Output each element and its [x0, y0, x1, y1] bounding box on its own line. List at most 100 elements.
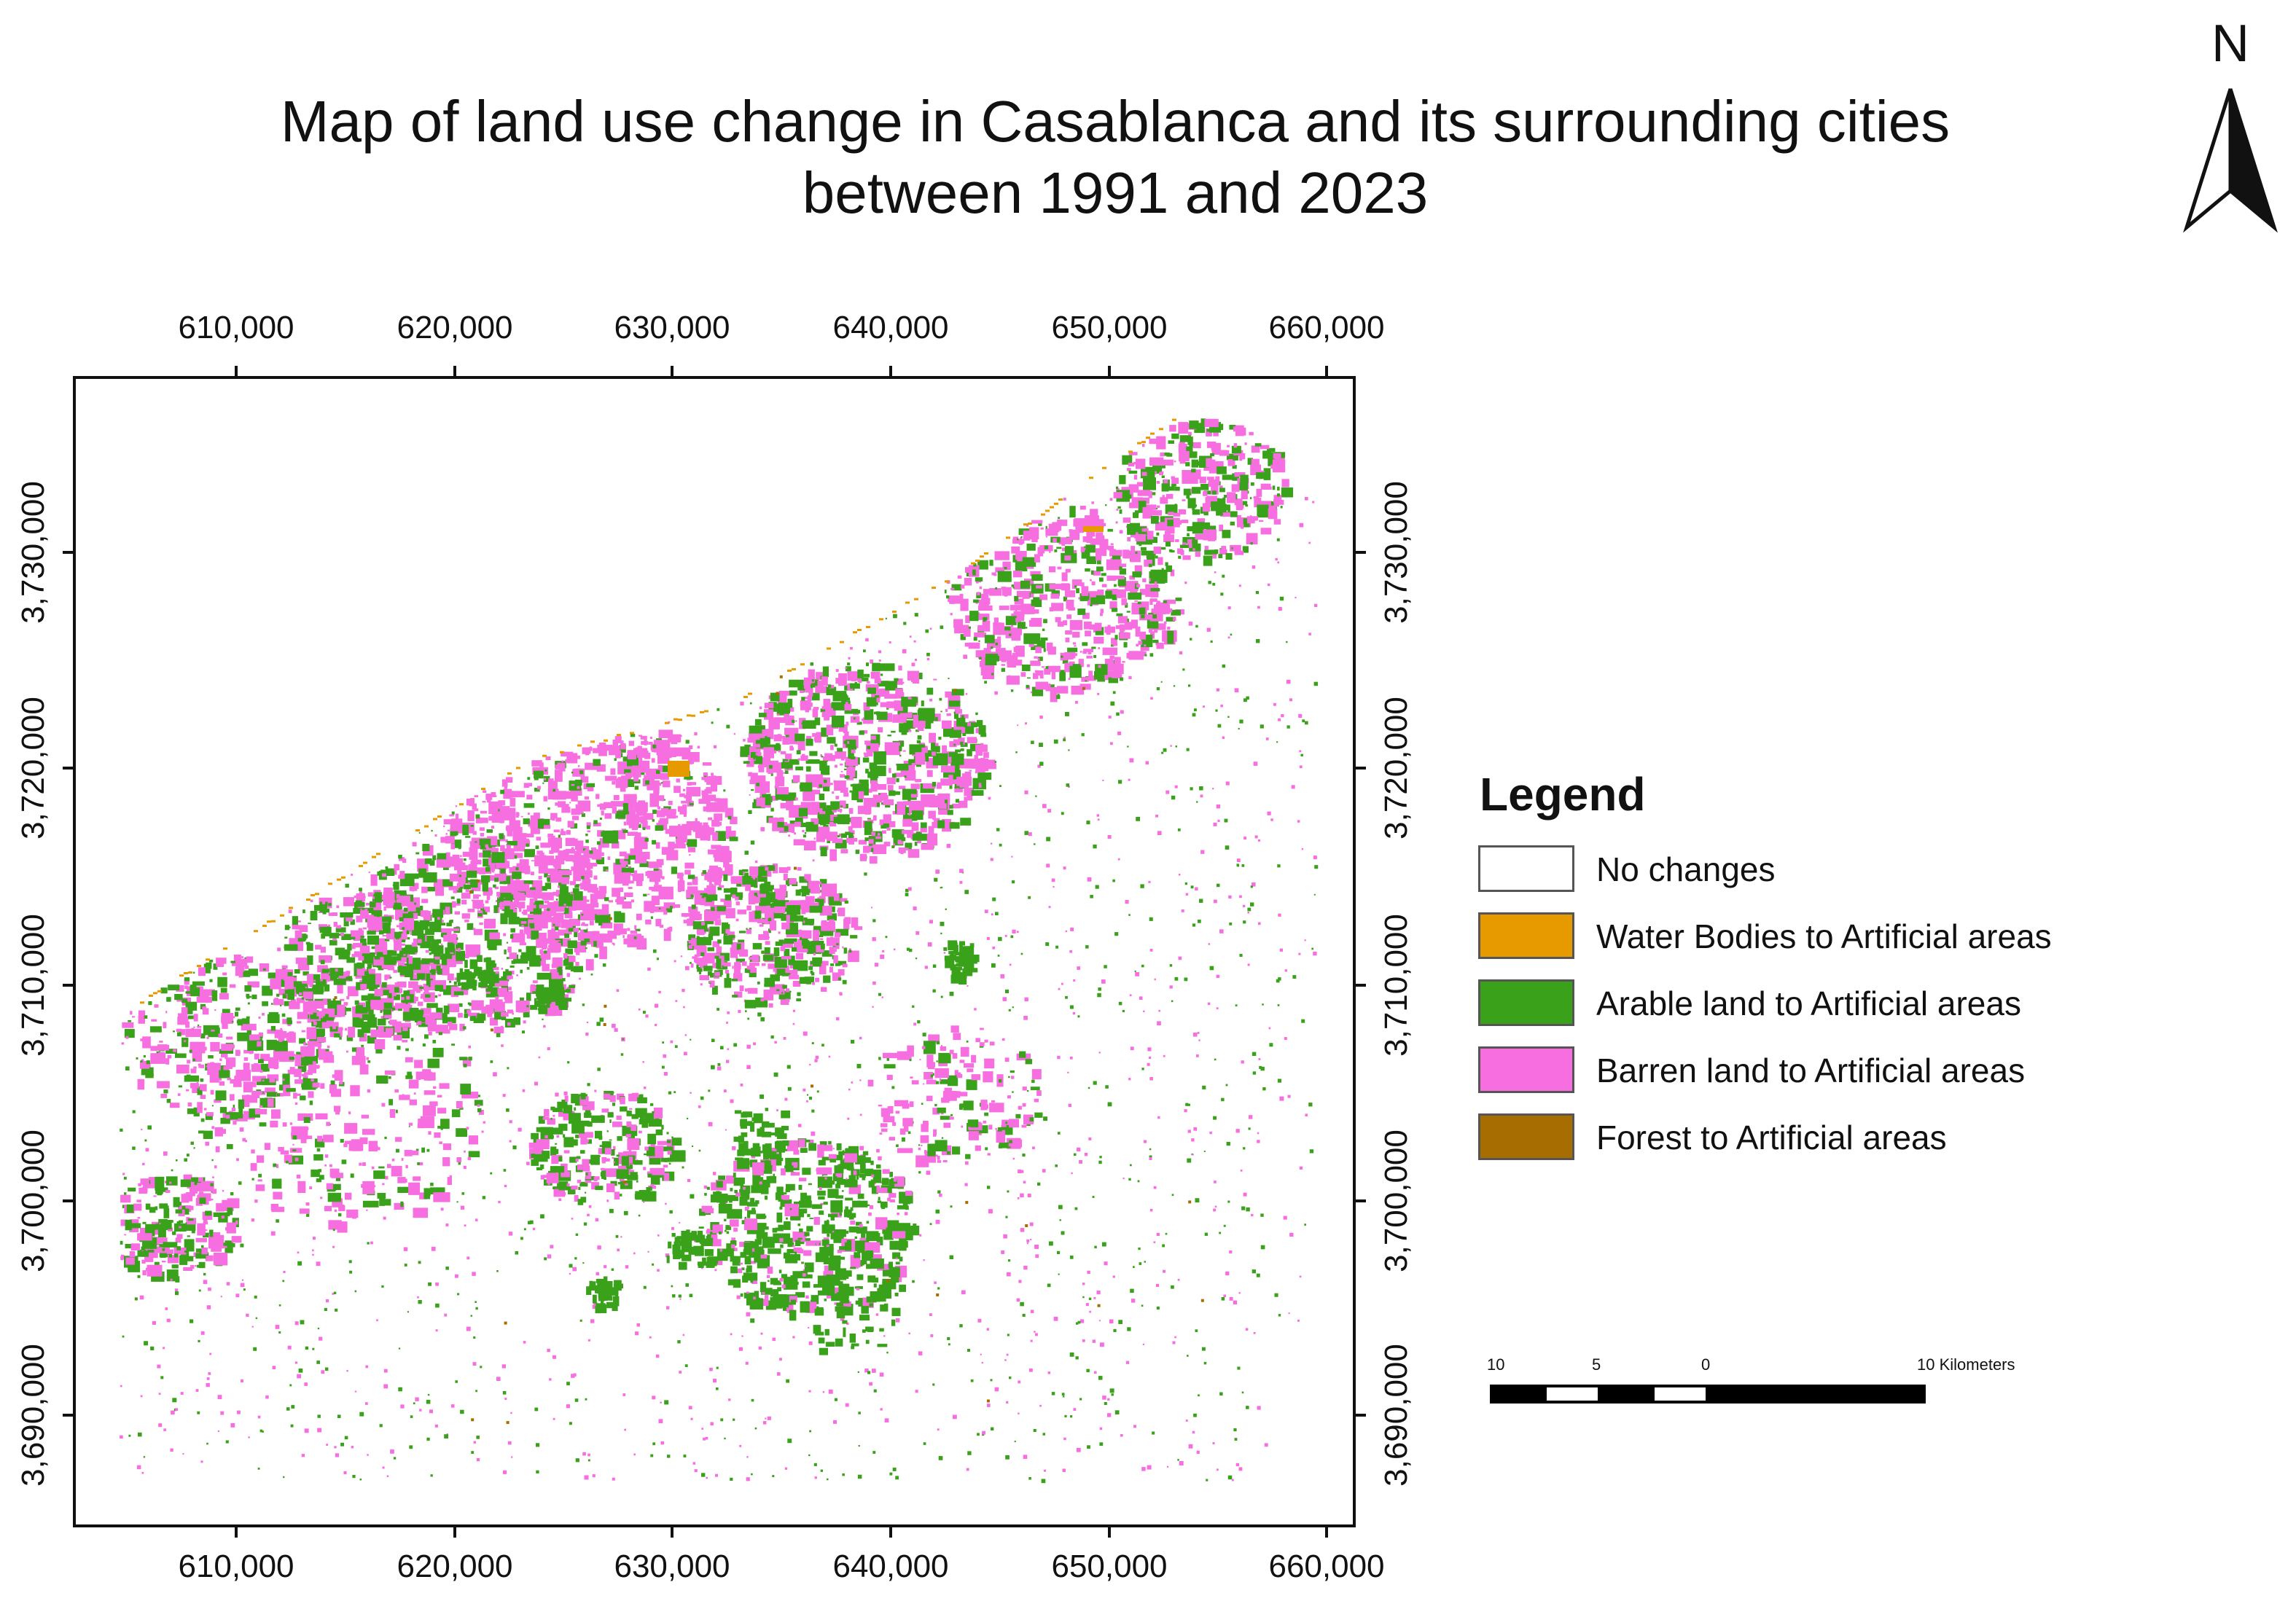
land-change-patch — [1151, 623, 1166, 630]
land-change-patch — [593, 875, 598, 880]
land-change-patch — [309, 1100, 313, 1105]
land-change-patch — [647, 1119, 652, 1124]
land-change-patch — [400, 969, 407, 975]
land-change-patch — [834, 780, 846, 791]
land-change-patch — [644, 1153, 649, 1156]
land-change-patch — [384, 978, 388, 981]
land-change-patch — [730, 816, 738, 824]
land-change-patch — [897, 764, 909, 771]
land-change-patch — [292, 993, 297, 997]
land-change-patch — [826, 724, 834, 736]
land-change-patch — [423, 1105, 436, 1116]
land-change-patch — [874, 697, 880, 703]
land-change-patch — [382, 1183, 385, 1186]
land-change-patch — [524, 849, 535, 858]
land-change-patch — [663, 902, 676, 909]
north-letter: N — [2211, 15, 2249, 73]
land-change-patch — [615, 778, 628, 788]
land-change-patch — [801, 885, 813, 893]
land-change-patch — [968, 642, 980, 649]
land-change-patch — [1017, 557, 1023, 562]
land-change-patch — [739, 1262, 743, 1265]
land-change-patch — [187, 1256, 194, 1261]
land-change-patch — [438, 1032, 443, 1036]
land-change-patch — [578, 1186, 581, 1190]
land-change-patch — [904, 812, 907, 816]
land-change-patch — [926, 833, 938, 846]
land-change-patch — [835, 1183, 841, 1189]
land-change-patch — [935, 716, 938, 721]
land-change-patch — [224, 1057, 227, 1060]
land-change-patch — [634, 832, 641, 838]
land-change-patch — [597, 830, 604, 837]
land-change-patch — [178, 1013, 183, 1022]
land-change-patch — [819, 899, 824, 907]
land-change-patch — [704, 888, 712, 897]
land-change-patch — [960, 634, 966, 641]
land-change-patch — [448, 1003, 460, 1012]
land-change-patch — [700, 893, 708, 897]
land-change-patch — [654, 885, 662, 892]
land-change-patch — [784, 727, 799, 735]
land-change-patch — [1156, 642, 1164, 649]
land-change-patch — [595, 1186, 604, 1191]
land-change-patch — [219, 1049, 233, 1054]
land-change-patch — [881, 1178, 889, 1186]
land-change-patch — [122, 1205, 125, 1208]
land-change-patch — [580, 1197, 587, 1203]
land-change-patch — [321, 968, 329, 974]
land-change-patch — [928, 826, 934, 837]
land-change-patch — [750, 1279, 754, 1283]
land-change-patch — [581, 914, 585, 916]
land-change-patch — [789, 900, 803, 909]
land-change-patch — [888, 1263, 892, 1268]
land-change-patch — [489, 932, 500, 940]
land-change-patch — [599, 803, 606, 810]
land-change-patch — [157, 1227, 166, 1237]
land-change-patch — [827, 1258, 838, 1263]
land-change-patch — [403, 990, 410, 998]
land-change-patch — [889, 790, 896, 796]
land-change-patch — [783, 873, 788, 881]
land-change-patch — [659, 1174, 665, 1178]
land-change-patch — [544, 882, 552, 890]
land-change-patch — [568, 928, 574, 932]
land-change-patch — [746, 966, 755, 970]
land-change-patch — [1245, 504, 1249, 507]
land-change-patch — [369, 983, 378, 991]
land-change-patch — [890, 1222, 897, 1228]
land-change-patch — [561, 877, 570, 885]
land-change-patch — [1147, 510, 1162, 516]
land-change-patch — [668, 842, 675, 849]
land-change-patch — [1040, 637, 1048, 641]
land-change-patch — [1163, 599, 1176, 604]
land-change-patch — [1243, 518, 1250, 525]
land-change-patch — [736, 943, 741, 950]
land-change-patch — [531, 1154, 536, 1159]
land-change-patch — [794, 915, 804, 922]
land-change-patch — [894, 791, 900, 795]
land-change-patch — [704, 872, 718, 880]
land-change-patch — [834, 743, 837, 747]
land-change-patch — [191, 1177, 206, 1186]
land-change-patch — [595, 914, 611, 923]
land-change-patch — [596, 909, 606, 915]
land-change-patch — [802, 1167, 811, 1175]
land-change-patch — [1232, 465, 1237, 469]
land-change-patch — [719, 1249, 722, 1252]
land-change-patch — [751, 789, 754, 791]
land-change-patch — [192, 1087, 198, 1093]
land-change-patch — [901, 704, 908, 713]
land-change-patch — [596, 841, 601, 845]
land-change-patch — [461, 893, 471, 899]
land-change-patch — [932, 782, 937, 787]
land-change-patch — [1133, 512, 1139, 518]
land-change-patch — [945, 692, 954, 698]
land-change-patch — [684, 794, 687, 799]
land-change-patch — [295, 925, 304, 930]
land-change-patch — [544, 900, 550, 904]
land-change-patch — [850, 935, 858, 939]
land-change-patch — [706, 1230, 714, 1234]
land-change-patch — [686, 786, 701, 796]
land-change-patch — [258, 1032, 263, 1038]
